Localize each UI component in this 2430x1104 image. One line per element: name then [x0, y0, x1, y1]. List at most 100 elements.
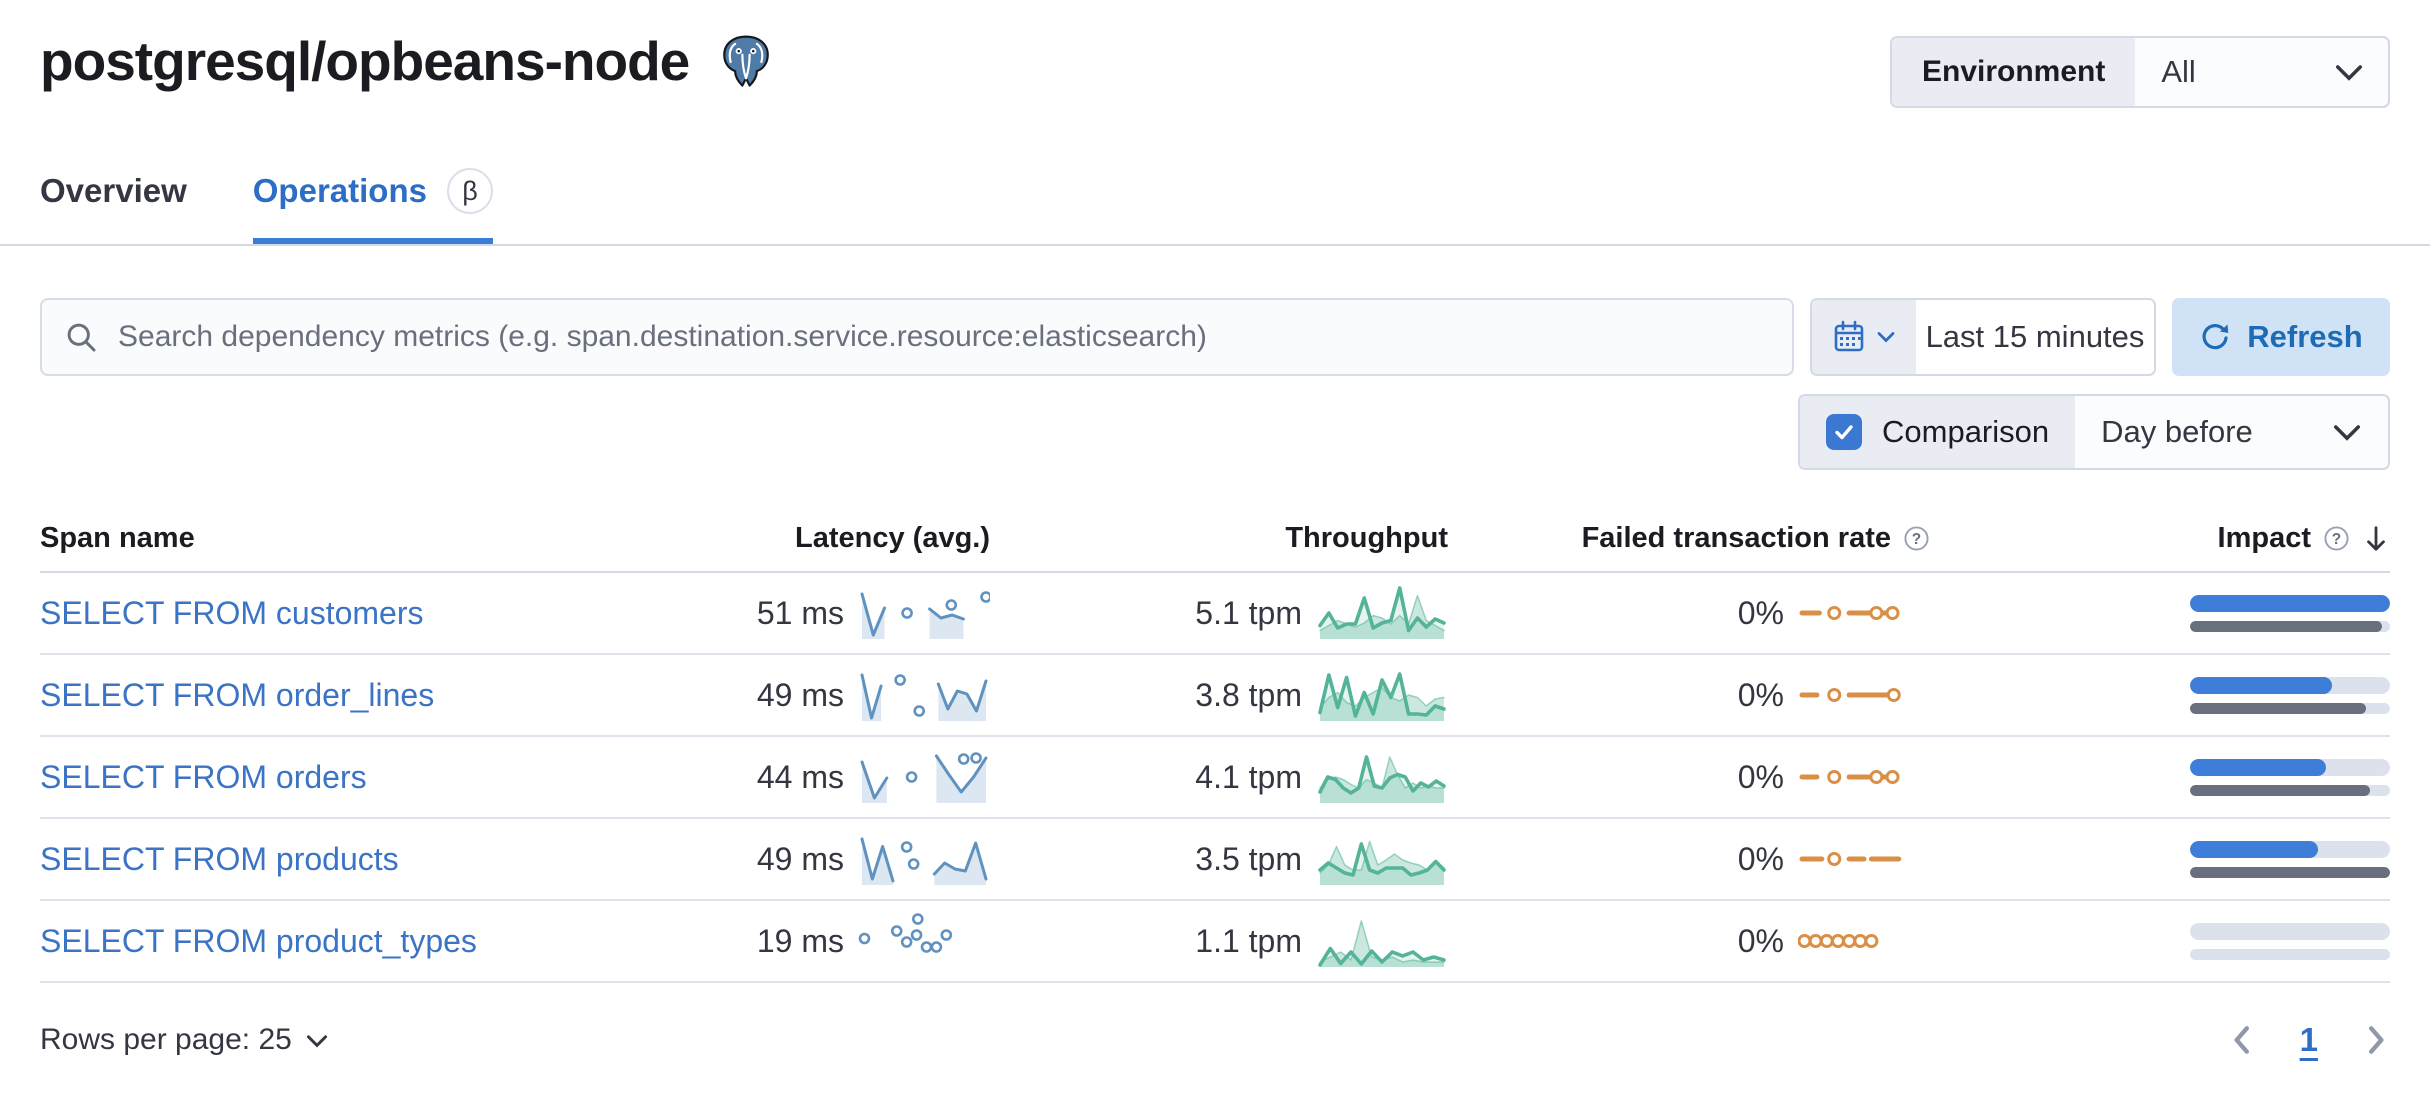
impact-bars [2190, 840, 2390, 878]
refresh-button[interactable]: Refresh [2172, 298, 2390, 376]
failed-rate-cell: 0% [1448, 912, 1930, 970]
pagination-page-1[interactable]: 1 [2299, 1021, 2318, 1058]
column-header-impact[interactable]: Impact ? [1930, 522, 2390, 555]
sort-descending-icon [2362, 524, 2390, 554]
span-name-link[interactable]: SELECT FROM order_lines [40, 676, 435, 713]
table-footer: Rows per page: 25 1 [40, 1021, 2390, 1059]
pagination-next-button[interactable] [2364, 1024, 2390, 1056]
search-icon [64, 320, 98, 354]
latency-value: 49 ms [756, 676, 844, 713]
throughput-sparkline [1318, 840, 1446, 885]
span-name-cell: SELECT FROM customers [40, 595, 570, 632]
throughput-sparkline [1318, 586, 1446, 639]
throughput-value: 1.1 tpm [1195, 922, 1302, 959]
span-name-link[interactable]: SELECT FROM product_types [40, 922, 477, 959]
failed-rate-value: 0% [1737, 840, 1784, 877]
comparison-toggle[interactable]: Comparison [1800, 396, 2076, 468]
failed-rate-sparkline [1799, 770, 1900, 784]
failed-rate-cell: 0% [1448, 584, 1930, 642]
latency-value: 19 ms [756, 922, 844, 959]
latency-sparkline [860, 591, 990, 639]
failed-rate-cell: 0% [1448, 830, 1930, 888]
failed-rate-value: 0% [1737, 758, 1784, 795]
question-icon: ? [2323, 525, 2350, 552]
impact-cell [1930, 594, 2390, 632]
throughput-value: 4.1 tpm [1195, 758, 1302, 795]
postgresql-icon [717, 33, 775, 91]
tab-overview[interactable]: Overview [40, 168, 187, 244]
span-name-cell: SELECT FROM products [40, 841, 570, 878]
table-header: Span name Latency (avg.) Throughput Fail… [40, 522, 2390, 573]
throughput-cell: 3.8 tpm [990, 666, 1448, 724]
latency-cell: 19 ms [570, 912, 990, 970]
span-name-cell: SELECT FROM product_types [40, 923, 570, 960]
rows-per-page-button[interactable]: Rows per page: 25 [40, 1023, 328, 1057]
span-name-link[interactable]: SELECT FROM customers [40, 594, 424, 631]
throughput-cell: 4.1 tpm [990, 748, 1448, 806]
refresh-label: Refresh [2247, 319, 2363, 354]
beta-badge: β [446, 168, 493, 214]
table-row: SELECT FROM customers 51 ms 5.1 tpm 0% [40, 573, 2390, 655]
throughput-cell: 3.5 tpm [990, 830, 1448, 888]
tab-operations-label: Operations [252, 172, 427, 209]
operations-table: Span name Latency (avg.) Throughput Fail… [40, 522, 2390, 983]
throughput-value: 3.5 tpm [1195, 840, 1302, 877]
failed-rate-sparkline [1799, 852, 1902, 866]
impact-previous-bar [2190, 620, 2382, 632]
tab-bar: Overview Operations β [0, 168, 2430, 244]
tab-operations[interactable]: Operations β [252, 168, 493, 244]
environment-select[interactable]: Environment All [1890, 36, 2390, 108]
rows-per-page-label: Rows per page: 25 [40, 1023, 292, 1056]
throughput-value: 5.1 tpm [1195, 594, 1302, 631]
impact-cell [1930, 922, 2390, 960]
date-picker[interactable]: Last 15 minutes [1810, 298, 2156, 376]
comparison-value: Day before [2101, 414, 2253, 449]
comparison-control: Comparison Day before [1798, 394, 2390, 470]
time-range-value[interactable]: Last 15 minutes [1925, 319, 2145, 354]
comparison-checkbox[interactable] [1826, 414, 1862, 450]
search-box[interactable] [40, 298, 1794, 376]
table-row: SELECT FROM order_lines 49 ms 3.8 tpm 0% [40, 655, 2390, 737]
failed-rate-value: 0% [1737, 676, 1784, 713]
failed-rate-cell: 0% [1448, 666, 1930, 724]
failed-rate-cell: 0% [1448, 748, 1930, 806]
latency-value: 51 ms [756, 594, 844, 631]
column-header-failed-rate[interactable]: Failed transaction rate ? [1448, 522, 1930, 555]
column-header-throughput[interactable]: Throughput [1285, 522, 1448, 554]
refresh-icon [2199, 321, 2231, 353]
chevron-down-icon [1876, 330, 1896, 344]
impact-bars [2190, 594, 2390, 632]
column-header-span-name: Span name [40, 522, 195, 554]
failed-rate-sparkline [1799, 688, 1901, 702]
table-row: SELECT FROM orders 44 ms 4.1 tpm 0% [40, 737, 2390, 819]
svg-text:?: ? [1912, 531, 1921, 548]
table-row: SELECT FROM product_types 19 ms 1.1 tpm … [40, 901, 2390, 983]
date-picker-prepend[interactable] [1812, 300, 1916, 374]
failed-rate-sparkline [1799, 606, 1900, 620]
latency-cell: 51 ms [570, 584, 990, 642]
column-header-latency[interactable]: Latency (avg.) [795, 522, 990, 554]
pagination-prev-button[interactable] [2228, 1024, 2254, 1056]
latency-sparkline [858, 913, 953, 953]
throughput-sparkline [1318, 920, 1446, 967]
comparison-row: Comparison Day before [40, 394, 2390, 470]
impact-bars [2190, 758, 2390, 796]
impact-current-bar [2190, 676, 2332, 694]
impact-cell [1930, 840, 2390, 878]
failed-rate-value: 0% [1737, 594, 1784, 631]
failed-rate-value: 0% [1737, 922, 1784, 959]
pagination: 1 [2228, 1021, 2390, 1059]
latency-cell: 44 ms [570, 748, 990, 806]
tab-overview-label: Overview [40, 172, 187, 209]
comparison-select[interactable]: Day before [2075, 396, 2388, 468]
search-input[interactable] [116, 319, 1770, 355]
controls-row: Last 15 minutes Refresh [40, 298, 2390, 376]
throughput-cell: 5.1 tpm [990, 584, 1448, 642]
calendar-icon [1832, 319, 1866, 355]
span-name-cell: SELECT FROM order_lines [40, 677, 570, 714]
span-name-link[interactable]: SELECT FROM products [40, 840, 399, 877]
span-name-link[interactable]: SELECT FROM orders [40, 758, 367, 795]
latency-value: 49 ms [756, 840, 844, 877]
impact-previous-bar [2190, 866, 2390, 878]
throughput-value: 3.8 tpm [1195, 676, 1302, 713]
